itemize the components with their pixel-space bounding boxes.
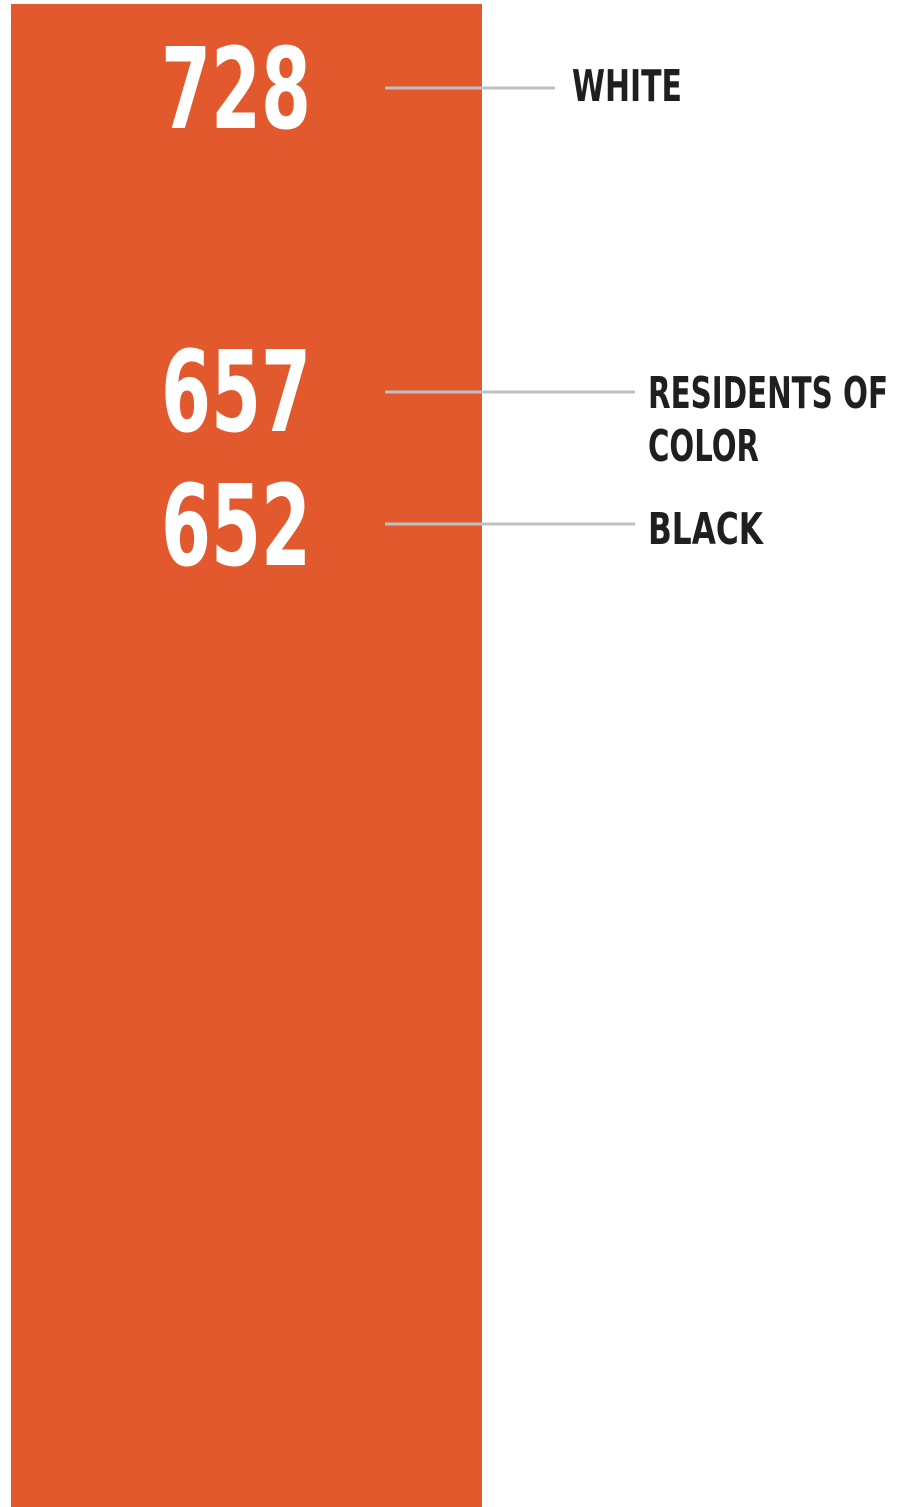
value-label-residents-of-color: 657 bbox=[161, 328, 311, 458]
annotation-black: 652 BLACK bbox=[161, 462, 764, 592]
series-label-residents-of-color-line-1: RESIDENTS OF bbox=[648, 368, 888, 419]
annotation-white: 728 WHITE bbox=[161, 25, 682, 155]
bar bbox=[11, 4, 482, 1507]
series-label-white: WHITE bbox=[572, 61, 682, 112]
value-label-black: 652 bbox=[161, 462, 311, 592]
annotation-residents-of-color: 657 RESIDENTS OF COLOR bbox=[161, 328, 888, 472]
value-label-white: 728 bbox=[161, 25, 311, 155]
series-label-black: BLACK bbox=[648, 504, 764, 555]
series-label-residents-of-color-line-2: COLOR bbox=[648, 421, 759, 472]
